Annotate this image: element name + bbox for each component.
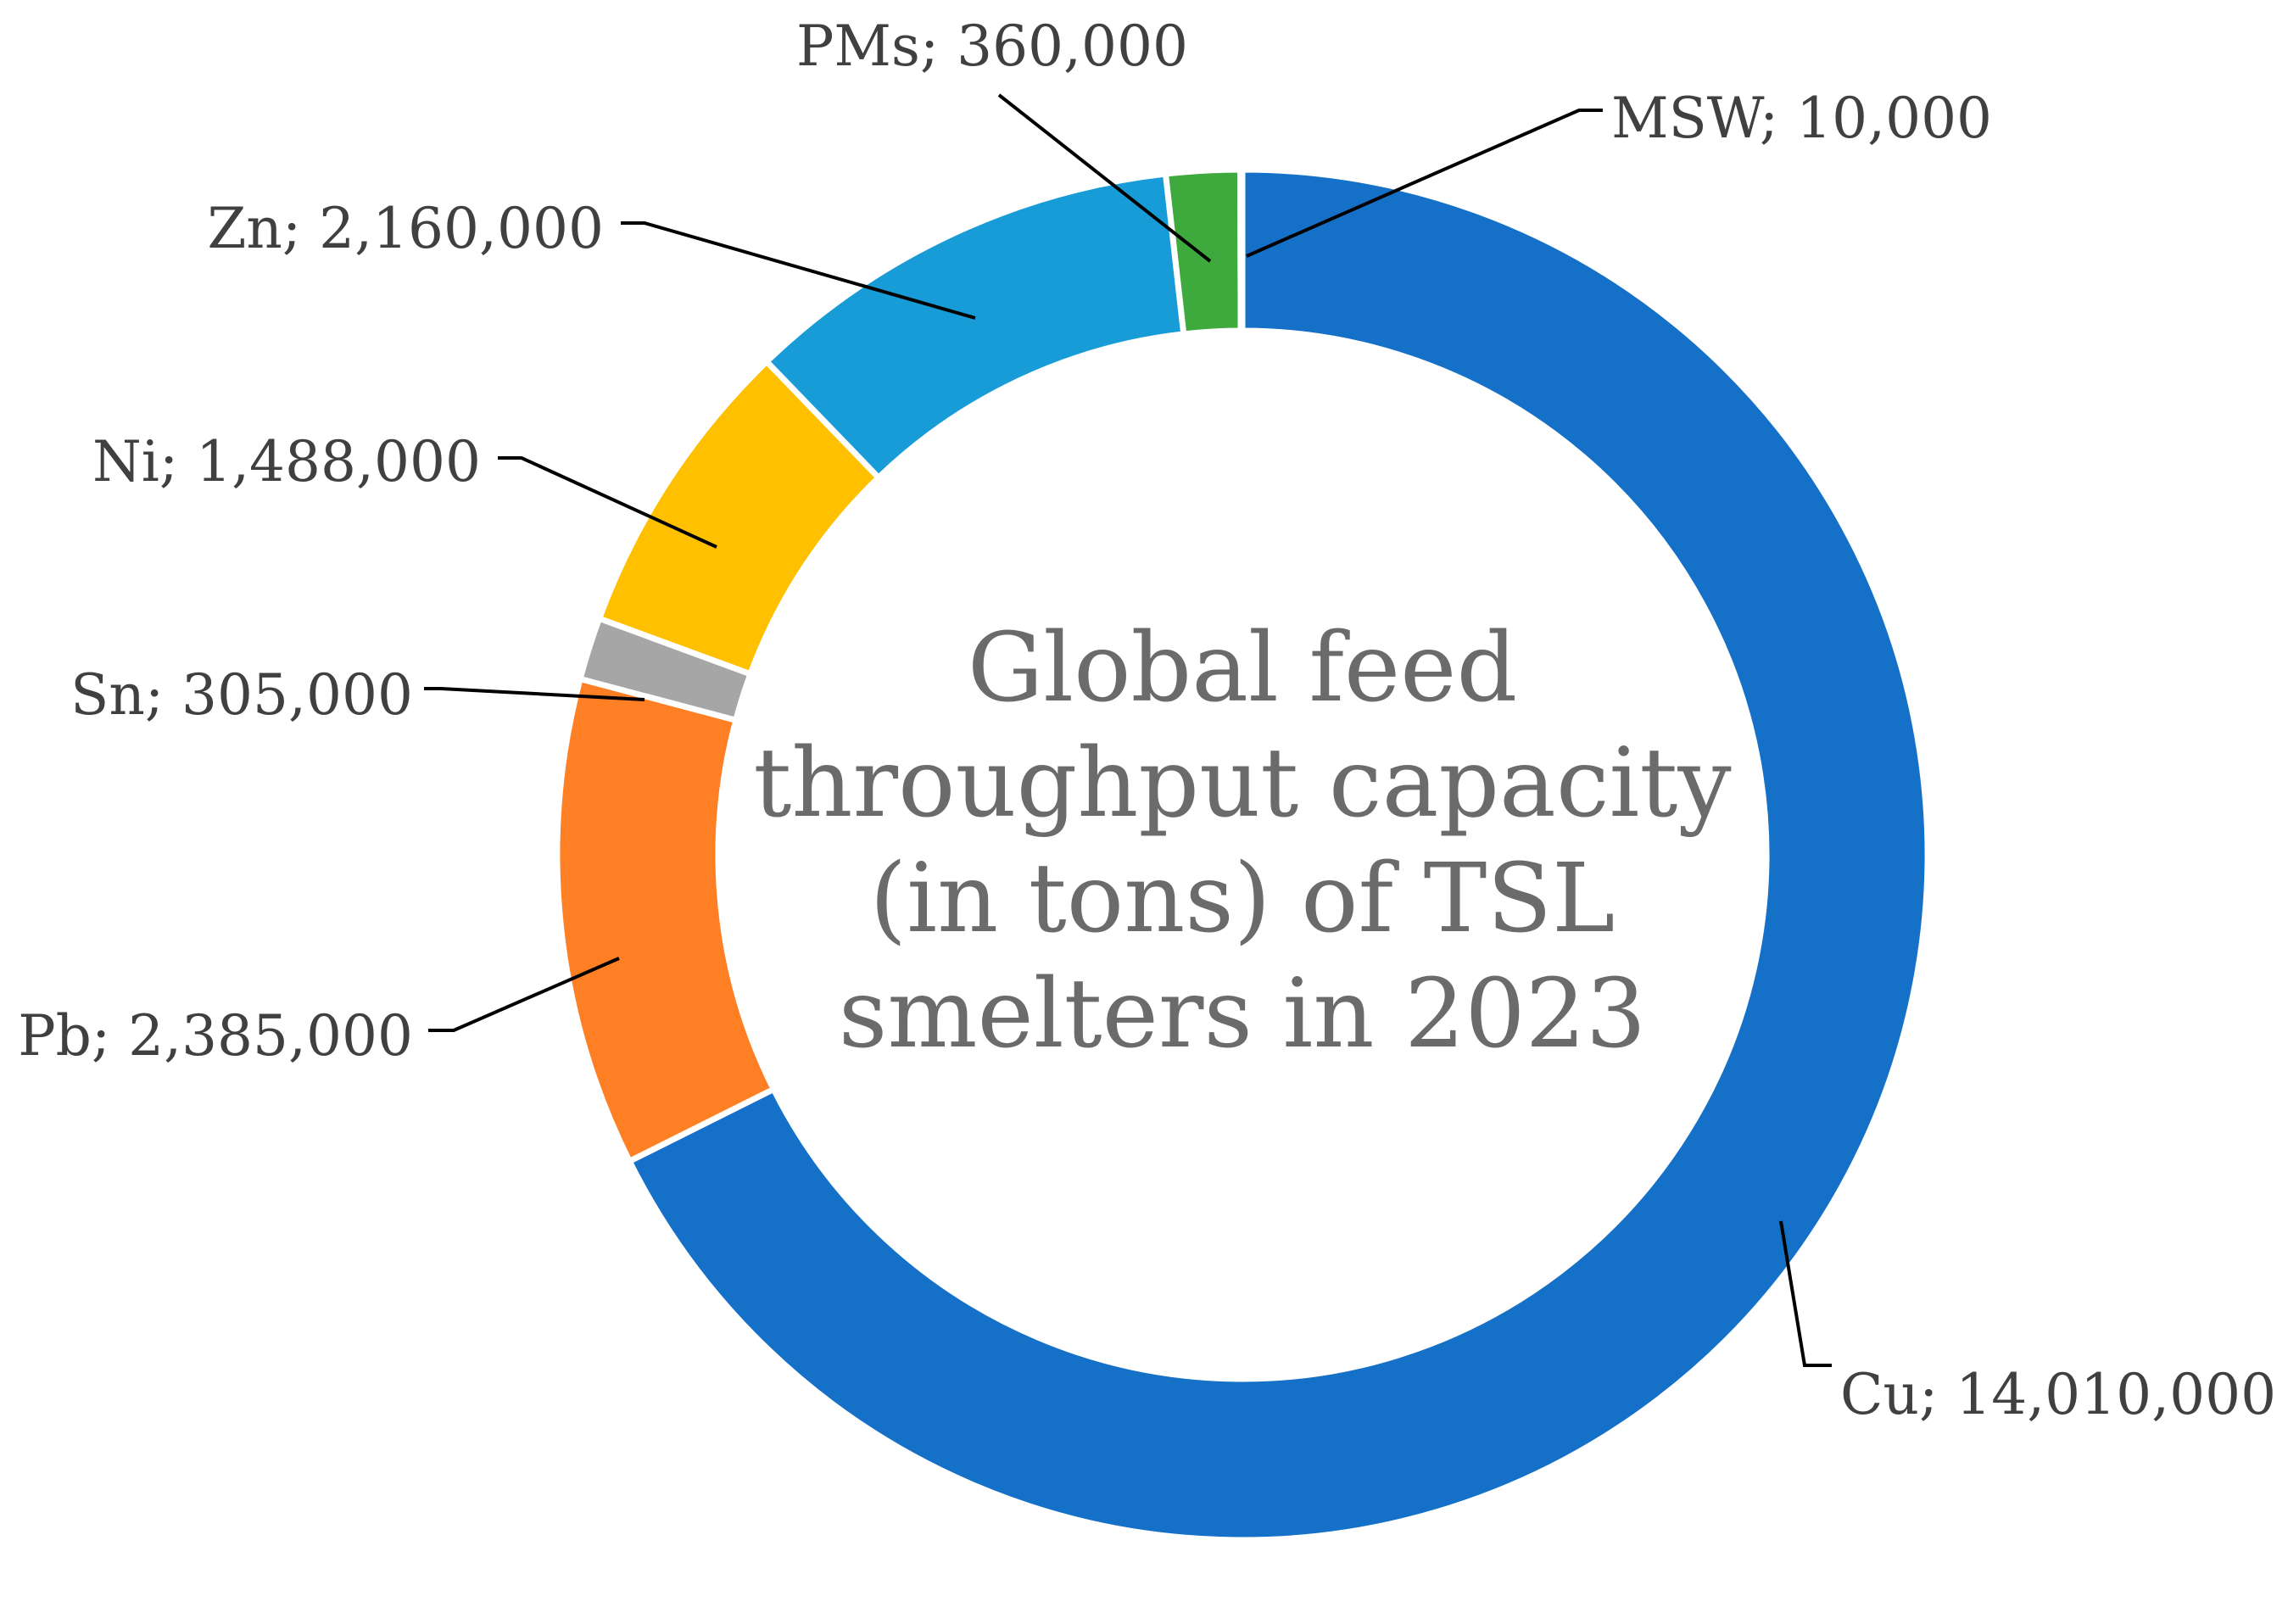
slice-label-pb: Pb; 2,385,000 (18, 1003, 413, 1069)
slice-label-zn: Zn; 2,160,000 (208, 196, 604, 261)
leader-line-pb (428, 957, 620, 1032)
slice-msw (1237, 166, 1246, 334)
center-title-line-4: smelters in 2023 (838, 959, 1647, 1069)
slice-label-msw: MSW; 10,000 (1611, 86, 1992, 151)
leader-line-cu (1779, 1220, 1832, 1367)
slices-layer (554, 166, 1931, 1543)
center-title-line-3: (in tons) of TSL (869, 844, 1616, 954)
leader-line-pms (997, 93, 1212, 263)
leader-line-zn (621, 221, 976, 320)
leader-line-msw (1246, 109, 1603, 258)
leader-lines-layer (424, 93, 1832, 1367)
center-title-line-1: Global feed (967, 613, 1518, 723)
slice-label-sn: Sn; 305,000 (70, 662, 413, 728)
slice-labels-layer: Cu; 14,010,000 Pb; 2,385,000 Sn; 305,000 Ni… (18, 14, 2276, 1427)
slice-label-ni: Ni; 1,488,000 (92, 429, 481, 494)
slice-label-pms: PMs; 360,000 (796, 14, 1188, 79)
leader-line-ni (498, 456, 717, 549)
leader-line-sn (424, 687, 645, 701)
slice-label-cu: Cu; 14,010,000 (1840, 1362, 2276, 1427)
slice-cu (625, 166, 1931, 1543)
center-title-line-2: throughput capacity (753, 728, 1732, 839)
chart-center-title: Global feed throughput capacity (in tons… (734, 611, 1751, 1072)
